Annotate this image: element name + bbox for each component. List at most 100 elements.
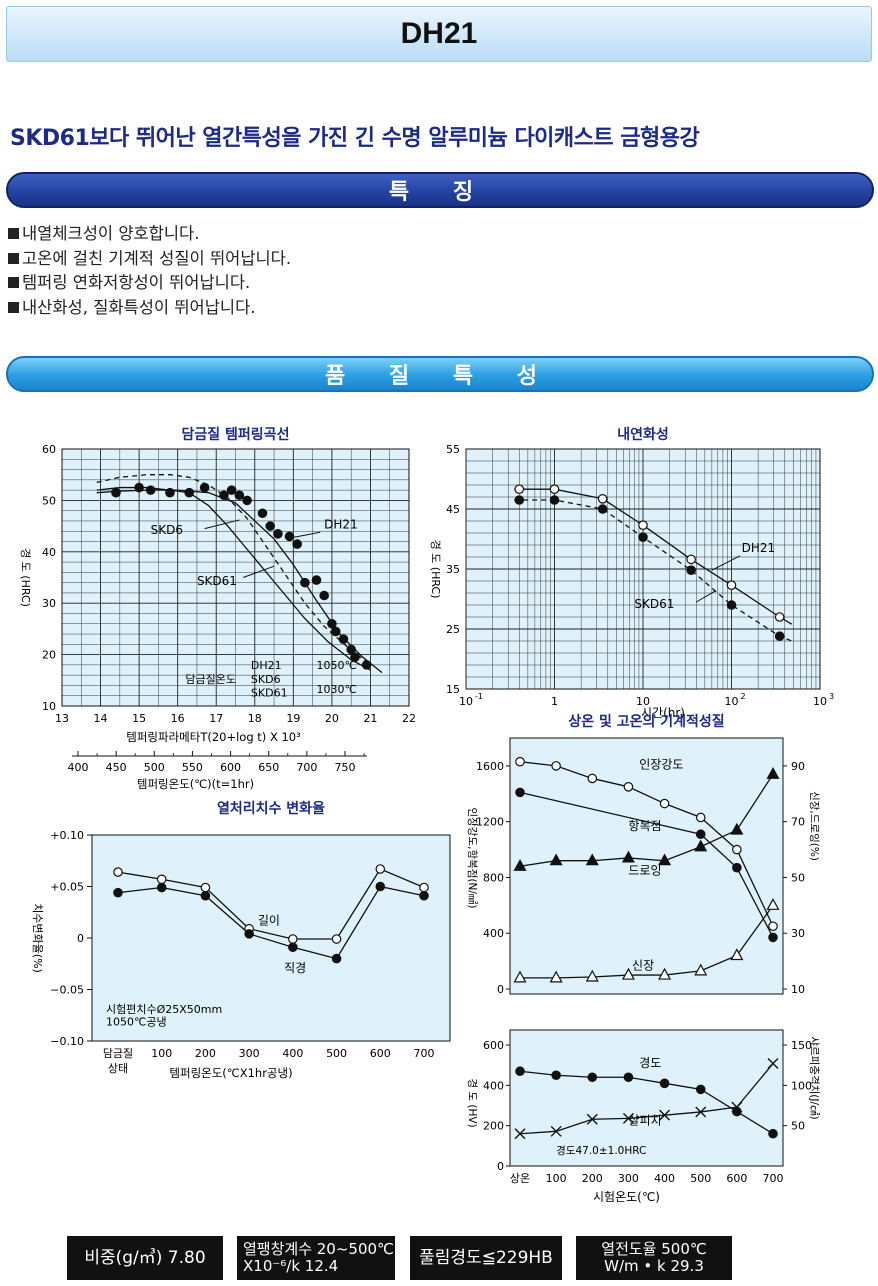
data-point-charpy <box>695 1106 707 1118</box>
y-tick-label-right: 50 <box>791 1120 805 1133</box>
data-point <box>658 967 672 980</box>
data-point <box>311 575 322 585</box>
series-line-skd6 <box>96 474 371 666</box>
secondary-tick-label: 650 <box>258 761 279 774</box>
data-point <box>273 529 283 539</box>
data-point <box>730 822 744 835</box>
x-tick-label: 400 <box>282 1047 303 1060</box>
x-tick-label: 1 <box>551 695 558 708</box>
data-point <box>184 487 195 498</box>
data-point <box>165 487 175 498</box>
data-point-dh21 <box>514 484 525 494</box>
label-elongation: 신장 <box>632 958 654 972</box>
y-axis-label-right: 신장,드로잉(%) <box>808 791 820 861</box>
data-point-hardness <box>515 1066 525 1077</box>
y-axis-label-right: 샤르피충격치(J/㎠) <box>808 1036 821 1119</box>
y-tick-label-right: 100 <box>791 1079 812 1092</box>
note-hardness: 경도47.0±1.0HRC <box>556 1144 646 1157</box>
bullet-square-icon <box>8 301 19 313</box>
label-dh21: DH21 <box>742 541 776 555</box>
data-point <box>587 773 598 784</box>
x-axis-label: 시간(hr) <box>641 706 685 720</box>
data-point <box>730 948 744 961</box>
y-tick-label-left: 0 <box>497 1160 504 1173</box>
y-tick-label-right: 70 <box>791 816 805 829</box>
x-tick-label: 17 <box>209 712 223 725</box>
y-tick-label: 10 <box>42 700 56 713</box>
y-tick-label-right: 90 <box>791 760 805 773</box>
page-title: DH21 <box>400 17 478 50</box>
x-tick-label: 18 <box>248 712 262 725</box>
y-tick-label-left: 600 <box>483 1039 504 1052</box>
chart-title: 내연화성 <box>617 427 669 443</box>
data-point <box>551 761 561 771</box>
x-tick-label: 600 <box>726 1172 747 1185</box>
data-point <box>621 967 635 980</box>
label-drawing: 드로잉 <box>628 864 661 878</box>
secondary-tick-label: 450 <box>106 761 127 774</box>
tempering-curve-chart: 담금질 템퍼링곡선 10 20 30 40 50 60 13 14 15 16 17 18 19 20 21 2… <box>19 426 416 791</box>
data-point <box>585 853 599 866</box>
y-tick-label: 20 <box>42 649 56 662</box>
data-point-diameter <box>156 882 167 893</box>
y-tick-label-left: 200 <box>483 1120 504 1133</box>
data-point <box>658 853 672 866</box>
quality-header: 품 질 특 성 <box>6 356 874 392</box>
mechanical-properties-chart: 상온 및 고온의 기계적성질 0 400 800 1200 1600 10 30 50 70 90 인… <box>466 713 821 1204</box>
data-point <box>694 839 708 852</box>
data-point <box>732 862 742 873</box>
x-tick-label: 상태 <box>108 1062 128 1075</box>
label-skd61: SKD61 <box>197 574 237 588</box>
data-point-skd61 <box>597 504 608 514</box>
chart-title: 담금질 템퍼링곡선 <box>182 426 290 443</box>
data-point <box>513 970 527 983</box>
y-axis-label: 경 도 (HRC) <box>19 548 32 607</box>
label-dh21: DH21 <box>324 518 358 532</box>
data-point <box>549 970 563 983</box>
legend-label: 1050℃ <box>316 659 356 672</box>
data-point-skd61 <box>514 495 525 505</box>
data-point <box>300 577 310 588</box>
x-tick-label: 담금질 <box>103 1047 133 1060</box>
x-axis-label: 시험온도(℃) <box>593 1190 660 1204</box>
data-point-skd61 <box>549 495 560 505</box>
x-tick-exponent: 3 <box>829 692 834 701</box>
data-point-dh21 <box>686 554 696 565</box>
data-point-charpy <box>514 1128 526 1140</box>
data-point <box>623 782 634 792</box>
data-point <box>766 898 780 910</box>
legend-label: SKD6 <box>251 673 281 686</box>
data-point <box>732 844 742 855</box>
y-tick-label: 15 <box>446 683 460 696</box>
pointer-line <box>204 519 240 530</box>
pointer-line <box>696 590 716 603</box>
data-point <box>768 932 778 943</box>
data-point <box>292 539 302 549</box>
y-tick-label-left: 400 <box>483 927 504 940</box>
data-point <box>199 482 210 493</box>
data-point-hardness <box>768 1128 778 1139</box>
data-point-hardness <box>695 1084 706 1095</box>
series-line-filled-triangle <box>519 773 774 867</box>
label-tensile: 인장강도 <box>639 758 683 772</box>
y-tick-label: 0 <box>77 932 84 945</box>
data-point-hardness <box>732 1106 742 1117</box>
x-tick-label: 500 <box>690 1172 711 1185</box>
data-point <box>515 756 525 767</box>
data-point <box>768 921 778 932</box>
y-tick-label: +0.05 <box>50 881 84 894</box>
x-tick-label: 상온 <box>510 1172 530 1185</box>
y-tick-label: 40 <box>42 546 56 559</box>
x-tick-label: 10 <box>636 695 650 708</box>
x-tick-exponent: -1 <box>475 692 483 701</box>
chart-title: 열처리치수 변화율 <box>217 800 325 817</box>
data-point <box>265 521 275 531</box>
data-point-length <box>375 864 386 874</box>
data-point-dh21 <box>726 580 737 590</box>
label-charpy: 샬피치 <box>628 1114 661 1128</box>
y-tick-label-left: 0 <box>497 983 504 996</box>
pointer-line <box>293 531 321 538</box>
data-point-diameter <box>288 942 298 953</box>
features-title: 특 징 <box>388 180 492 205</box>
